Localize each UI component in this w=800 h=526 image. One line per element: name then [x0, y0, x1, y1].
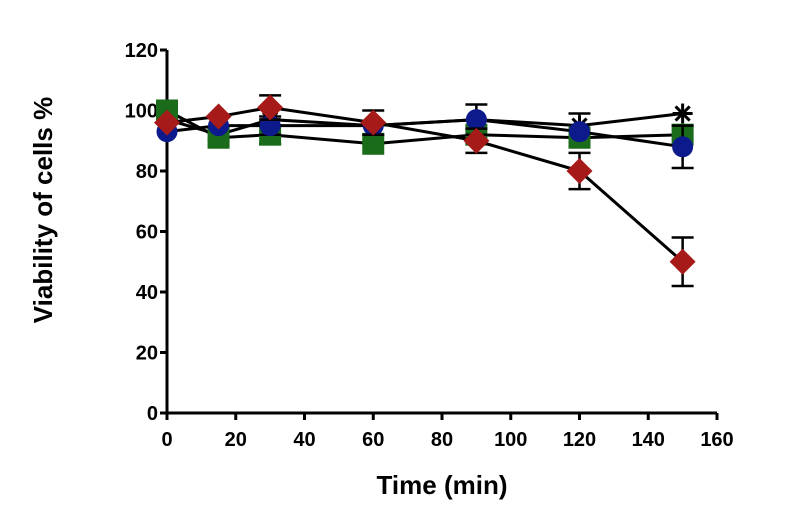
- series-layer: [154, 94, 696, 288]
- y-tick-label: 20: [136, 343, 158, 365]
- series-diamond: [154, 94, 696, 288]
- x-axis-title: Time (min): [377, 470, 508, 500]
- data-point-diamond: [463, 127, 490, 154]
- data-point-diamond: [669, 248, 696, 275]
- data-point-diamond: [566, 158, 593, 184]
- data-point-square: [362, 132, 385, 155]
- x-tick-label: 80: [431, 429, 453, 451]
- y-tick-label: 40: [136, 282, 158, 304]
- data-point-diamond: [205, 103, 232, 130]
- series-square: [156, 99, 694, 155]
- y-tick-label: 100: [125, 101, 158, 123]
- x-tick-label: 140: [632, 429, 665, 451]
- data-point-asterisk: [672, 103, 693, 124]
- x-tick-label: 40: [293, 429, 315, 451]
- series-line-diamond: [166, 105, 684, 263]
- data-point-diamond: [257, 94, 284, 121]
- x-tick-label: 160: [700, 429, 733, 451]
- x-tick-label: 120: [563, 429, 596, 451]
- x-tick-label: 60: [362, 429, 384, 451]
- x-tick-label: 100: [494, 429, 527, 451]
- tick-labels: 0 20 40 60 80 100 120 0 20 40 60 80 100 120 140 160: [125, 40, 734, 451]
- y-tick-label: 120: [125, 40, 158, 62]
- y-tick-label: 60: [136, 222, 158, 244]
- data-point-diamond: [360, 109, 387, 136]
- x-tick-label: 0: [161, 429, 172, 451]
- data-point-circle: [465, 109, 487, 131]
- axes: [160, 48, 719, 420]
- data-point-circle: [672, 136, 694, 158]
- y-axis-title: Viability of cells %: [28, 97, 58, 323]
- data-point-diamond: [154, 109, 180, 136]
- y-tick-label: 0: [147, 403, 158, 425]
- x-tick-label: 20: [225, 429, 247, 451]
- y-tick-label: 80: [136, 161, 158, 183]
- data-point-circle: [569, 121, 590, 143]
